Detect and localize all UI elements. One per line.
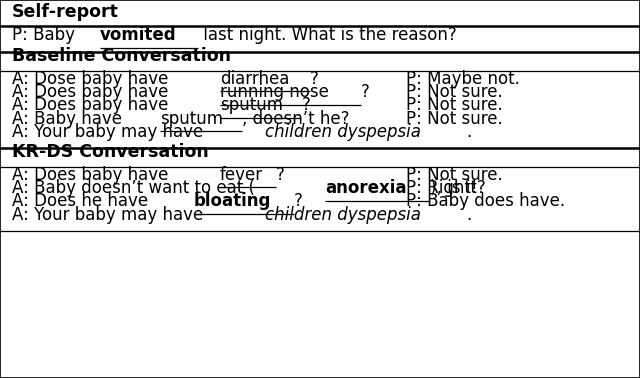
Text: vomited: vomited bbox=[100, 26, 176, 45]
Text: ?: ? bbox=[276, 166, 285, 184]
Text: P: Right!: P: Right! bbox=[406, 179, 478, 197]
Text: ?: ? bbox=[301, 96, 310, 115]
Text: A: Does baby have: A: Does baby have bbox=[12, 166, 173, 184]
Text: P: Not sure.: P: Not sure. bbox=[406, 110, 503, 128]
Text: A: Baby doesn’t want to eat (: A: Baby doesn’t want to eat ( bbox=[12, 179, 254, 197]
Text: KR-DS Conversation: KR-DS Conversation bbox=[12, 143, 208, 161]
Text: .: . bbox=[467, 206, 472, 224]
Text: A: Your baby may have: A: Your baby may have bbox=[12, 206, 208, 224]
Text: ?: ? bbox=[360, 83, 369, 101]
Text: fever: fever bbox=[220, 166, 263, 184]
Text: bloating: bloating bbox=[194, 192, 271, 211]
Text: Baseline Conversation: Baseline Conversation bbox=[12, 47, 230, 65]
Text: P: Baby does have.: P: Baby does have. bbox=[406, 192, 566, 211]
Text: Self-report: Self-report bbox=[12, 3, 118, 21]
Text: children dyspepsia: children dyspepsia bbox=[265, 206, 421, 224]
Text: P: Not sure.: P: Not sure. bbox=[406, 166, 503, 184]
Text: P: Maybe not.: P: Maybe not. bbox=[406, 70, 520, 88]
Text: anorexia: anorexia bbox=[325, 179, 406, 197]
Text: ?: ? bbox=[294, 192, 303, 211]
Text: running nose: running nose bbox=[220, 83, 329, 101]
Text: sputum: sputum bbox=[220, 96, 283, 115]
Text: A: Does baby have: A: Does baby have bbox=[12, 83, 173, 101]
Text: , doesn’t he?: , doesn’t he? bbox=[241, 110, 349, 128]
Text: children dyspepsia: children dyspepsia bbox=[265, 123, 421, 141]
Text: last night. What is the reason?: last night. What is the reason? bbox=[198, 26, 457, 45]
Text: A: Dose baby have: A: Dose baby have bbox=[12, 70, 173, 88]
Text: A: Does he have: A: Does he have bbox=[12, 192, 153, 211]
Text: .: . bbox=[467, 123, 472, 141]
Text: P: Baby: P: Baby bbox=[12, 26, 80, 45]
Text: A: Baby have: A: Baby have bbox=[12, 110, 127, 128]
Text: diarrhea: diarrhea bbox=[220, 70, 289, 88]
Text: ), is it?: ), is it? bbox=[430, 179, 486, 197]
Text: ?: ? bbox=[310, 70, 319, 88]
Text: P: Not sure.: P: Not sure. bbox=[406, 83, 503, 101]
Text: sputum: sputum bbox=[160, 110, 223, 128]
Text: A: Does baby have: A: Does baby have bbox=[12, 96, 173, 115]
Text: P: Not sure.: P: Not sure. bbox=[406, 96, 503, 115]
Text: A: Your baby may have: A: Your baby may have bbox=[12, 123, 208, 141]
